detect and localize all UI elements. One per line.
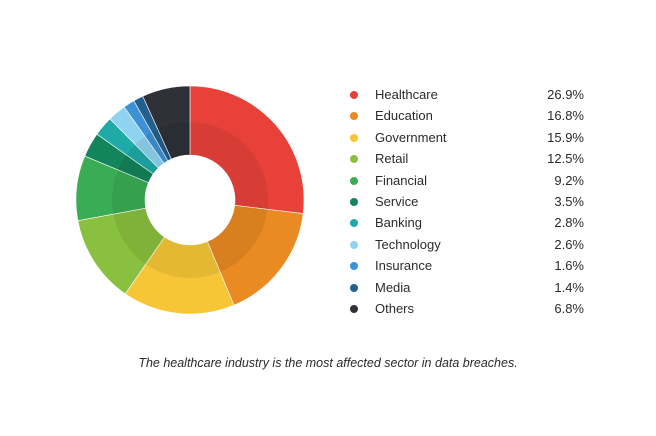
slice-healthcare (189, 85, 305, 214)
legend-value: 12.5% (547, 151, 584, 167)
legend-dot-icon (350, 219, 358, 228)
legend-value: 1.4% (554, 279, 584, 295)
legend-label: Insurance (375, 258, 433, 274)
legend-label: Retail (375, 151, 409, 167)
legend-item-retail: Retail 12.5% (346, 148, 592, 169)
legend-item-insurance: Insurance 1.6% (346, 255, 592, 276)
legend-value: 6.8% (554, 300, 584, 316)
legend-label: Media (375, 279, 411, 295)
legend-value: 9.2% (554, 172, 584, 188)
legend-value: 3.5% (554, 193, 584, 209)
legend-value: 16.8% (547, 108, 584, 124)
legend-dot-icon (350, 262, 358, 271)
legend-label: Service (375, 193, 419, 209)
slice-government (124, 236, 235, 315)
legend-item-financial: Financial 9.2% (346, 170, 592, 191)
legend-value: 15.9% (547, 129, 584, 145)
legend-label: Others (375, 300, 415, 316)
legend-item-banking: Banking 2.8% (346, 212, 592, 233)
legend-item-others: Others 6.8% (346, 298, 592, 319)
legend-item-service: Service 3.5% (346, 191, 592, 212)
legend-dot-icon (350, 133, 358, 142)
legend-dot-icon (350, 283, 358, 292)
legend-dot-icon (350, 240, 358, 249)
legend-value: 1.6% (554, 258, 584, 274)
legend-label: Financial (375, 172, 428, 188)
legend-value: 2.8% (554, 215, 584, 231)
donut-chart (75, 85, 305, 315)
legend-label: Technology (375, 236, 441, 252)
legend-item-government: Government 15.9% (346, 127, 592, 148)
legend-label: Healthcare (375, 87, 438, 102)
legend-dot-icon (350, 112, 358, 121)
legend-item-education: Education 16.8% (346, 105, 592, 126)
legend-value: 26.9% (547, 87, 584, 102)
slice-financial (75, 155, 149, 222)
chart-caption: The healthcare industry is the most affe… (138, 356, 518, 370)
legend-dot-icon (350, 176, 358, 185)
legend-item-healthcare: Healthcare 26.9% (346, 84, 592, 105)
legend-dot-icon (350, 155, 358, 164)
legend-label: Government (375, 129, 447, 145)
legend-dot-icon (350, 304, 358, 313)
donut-hole (145, 155, 235, 245)
legend-value: 2.6% (554, 236, 584, 252)
legend-item-media: Media 1.4% (346, 277, 592, 298)
legend-dot-icon (350, 197, 358, 206)
legend-item-technology: Technology 2.6% (346, 234, 592, 255)
legend-label: Education (375, 108, 433, 124)
legend-label: Banking (375, 215, 422, 231)
chart-legend: Healthcare 26.9% Education 16.8% Government 1… (346, 84, 592, 319)
legend-dot-icon (350, 91, 358, 99)
